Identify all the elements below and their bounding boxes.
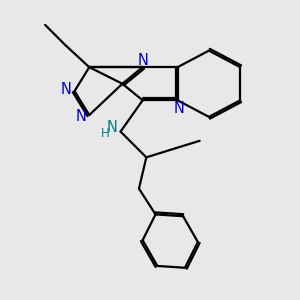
Text: N: N <box>61 82 72 97</box>
Text: N: N <box>76 110 87 124</box>
Text: H: H <box>101 127 110 140</box>
Text: N: N <box>137 53 148 68</box>
Text: N: N <box>107 120 118 135</box>
Text: N: N <box>174 101 185 116</box>
